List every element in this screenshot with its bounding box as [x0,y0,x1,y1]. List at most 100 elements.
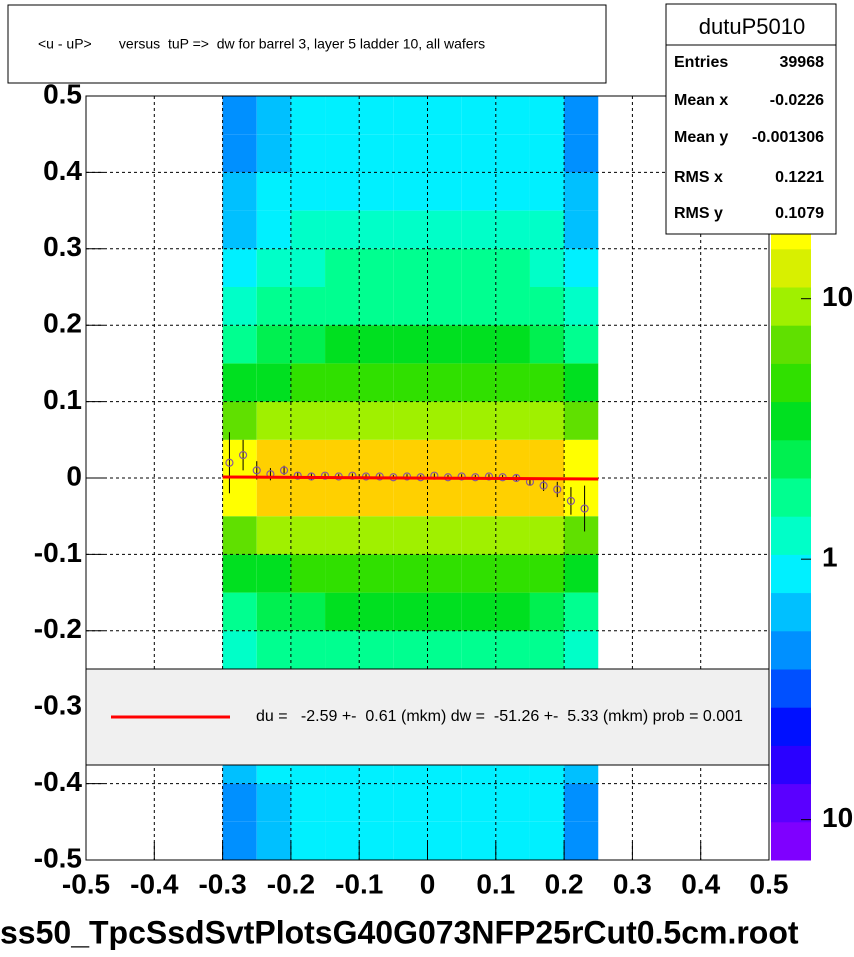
heatmap-cell [290,439,326,478]
heatmap-cell [325,478,360,517]
profile-point [293,471,302,480]
heatmap-cell [290,783,326,822]
z-tick-label: 10 [822,281,853,312]
heatmap-cell [325,325,360,364]
heatmap-cell [256,287,291,326]
heatmap-cell [564,516,599,555]
heatmap-cell [461,439,496,478]
heatmap-cell [256,783,291,822]
heatmap-cell [325,210,360,249]
y-tick-label: 0.4 [43,155,82,186]
heatmap-cell [359,592,394,631]
heatmap-cell [495,554,530,593]
colorbar-segment [771,401,811,441]
heatmap-cell [325,592,360,631]
profile-point [539,481,548,490]
legend-text: du = -2.59 +- 0.61 (mkm) dw = -51.26 +- … [256,708,743,725]
heatmap-cell [325,630,360,669]
heatmap-cell [359,363,394,402]
colorbar-segment [771,783,811,823]
heatmap-cell [461,783,496,822]
heatmap-cell [393,363,428,402]
heatmap-cell [290,554,326,593]
heatmap-cell [290,592,326,631]
overlay: du = -2.59 +- 0.61 (mkm) dw = -51.26 +- … [0,3,853,950]
heatmap-cell [461,821,496,860]
chart-title: <u - uP> versus tuP => dw for barrel 3, … [38,36,485,52]
heatmap-cell [325,363,360,402]
heatmap-cell [290,401,326,440]
heatmap-cell [222,401,257,440]
heatmap-cell [427,783,462,822]
colorbar-segment [771,630,811,670]
y-tick-label: 0.1 [43,384,82,415]
heatmap-cell [256,821,291,860]
heatmap-cell [427,287,462,326]
colorbar-segment [771,287,811,326]
profile-point [279,466,289,475]
y-tick-label: -0.2 [34,613,82,644]
heatmap-cell [495,821,530,860]
heatmap-cell [461,554,496,593]
stats-value: 39968 [780,54,825,71]
heatmap-cell [564,783,599,822]
heatmap-cell [393,172,428,211]
colorbar-segment [771,821,811,861]
heatmap-cell [290,630,326,669]
heatmap-cell [564,172,599,211]
heatmap-cell [461,363,496,402]
heatmap-cell [393,439,428,478]
heatmap-cell [461,401,496,440]
heatmap-cell [529,287,565,326]
heatmap-cell [564,554,599,593]
heatmap-cell [256,363,291,402]
stats-value: 0.1221 [775,169,824,186]
y-tick-label: 0.5 [43,78,82,109]
x-tick-label: -0.3 [198,868,246,899]
stats-label: Mean y [674,129,728,146]
heatmap-cell [427,134,462,173]
heatmap-cell [256,325,291,364]
heatmap-cell [393,783,428,822]
heatmap-cell [290,172,326,211]
heatmap-cell [359,287,394,326]
heatmap-cell [325,172,360,211]
stats-label: Entries [674,54,728,71]
heatmap-cell [325,287,360,326]
heatmap-cell [427,363,462,402]
colorbar-segment [771,669,811,708]
heatmap-cell [393,134,428,173]
heatmap-cell [495,516,530,555]
heatmap-cell [393,210,428,249]
heatmap-cell [256,478,291,517]
heatmap-cell [461,516,496,555]
heatmap-cell [256,210,291,249]
title-box [7,4,607,84]
heatmap-cell [393,554,428,593]
colorbar-segment [771,592,811,632]
heatmap-cell [529,248,565,287]
heatmap-cell [427,401,462,440]
heatmap-cell [495,287,530,326]
profile-point [348,471,357,480]
heatmap-cell [495,134,530,173]
heatmap-cell [325,96,360,135]
heatmap-cell [427,210,462,249]
heatmap-cell [359,325,394,364]
heatmap-cell [495,363,530,402]
heatmap-cell [256,172,291,211]
heatmap-cell [325,783,360,822]
heatmap-cell [427,478,462,517]
heatmap-cell [461,287,496,326]
heatmap-cell [222,172,257,211]
colorbar-segment [771,325,811,364]
heatmap-cell [359,630,394,669]
heatmap-cell [461,96,496,135]
heatmap-cell [256,134,291,173]
heatmap-cell [529,554,565,593]
y-tick-label: -0.3 [34,690,82,721]
profile-point [484,472,494,481]
heatmap-cell [222,325,257,364]
profile-point [238,450,248,460]
heatmap-cell [427,821,462,860]
